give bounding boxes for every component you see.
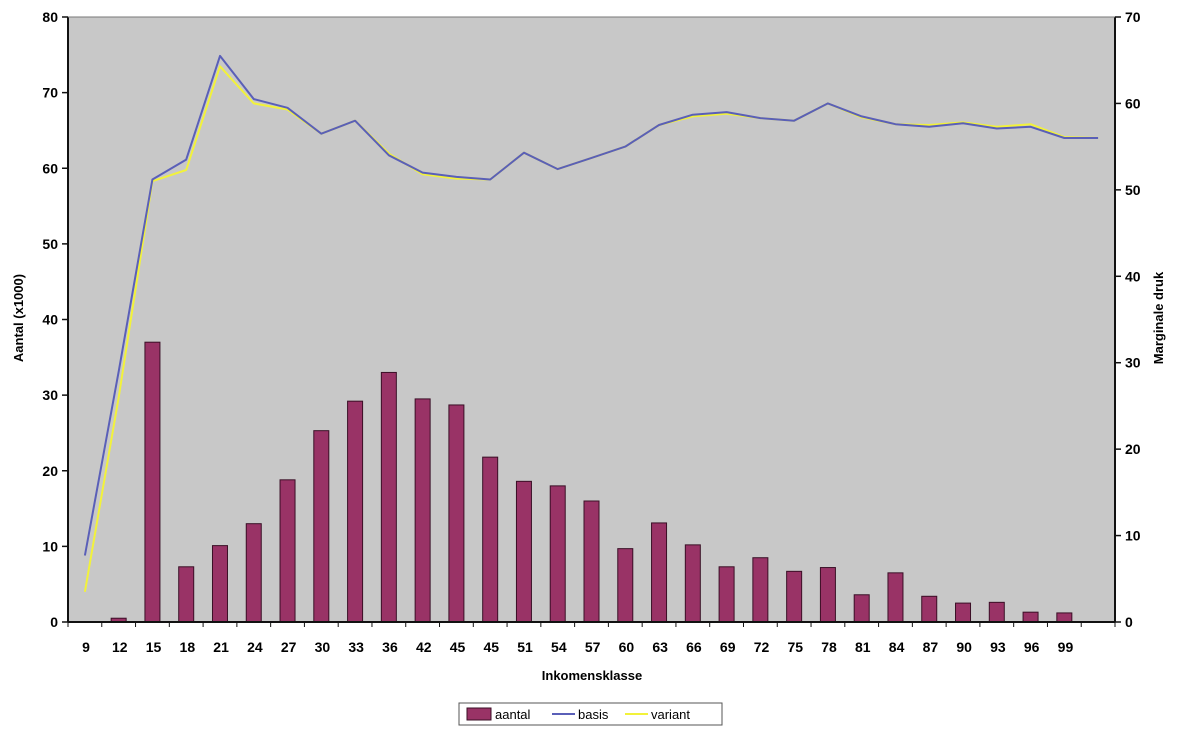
left-tick-label: 10 <box>42 538 58 554</box>
x-tick-label: 30 <box>315 639 331 655</box>
x-tick-label: 72 <box>754 639 770 655</box>
x-tick-label: 63 <box>652 639 668 655</box>
lines-layer <box>83 54 1099 592</box>
right-tick-label: 50 <box>1125 182 1141 198</box>
right-tick-label: 40 <box>1125 268 1141 284</box>
x-tick-label: 90 <box>956 639 972 655</box>
x-tick-label: 45 <box>450 639 466 655</box>
x-tick-label: 57 <box>585 639 601 655</box>
bar-aantal-36 <box>380 371 397 623</box>
bar-aantal-60 <box>651 522 668 623</box>
x-tick-label: 12 <box>112 639 128 655</box>
left-tick-label: 60 <box>42 160 58 176</box>
bar-aantal-66 <box>718 566 735 623</box>
x-tick-label: 15 <box>146 639 162 655</box>
legend-label-aantal: aantal <box>495 707 531 722</box>
bar-aantal-84 <box>921 595 938 623</box>
right-tick-label: 30 <box>1125 355 1141 371</box>
right-tick-label: 0 <box>1125 614 1133 630</box>
x-tick-label: 81 <box>855 639 871 655</box>
bar-aantal-72 <box>786 570 803 623</box>
right-tick-label: 10 <box>1125 528 1141 544</box>
x-tick-label: 45 <box>484 639 500 655</box>
bar-aantal-93 <box>1022 611 1039 623</box>
x-tick-label: 60 <box>619 639 635 655</box>
x-tick-label: 75 <box>787 639 803 655</box>
right-tick-label: 70 <box>1125 9 1141 25</box>
bar-aantal-30 <box>313 430 330 623</box>
x-tick-label: 33 <box>348 639 364 655</box>
x-tick-label: 99 <box>1058 639 1074 655</box>
x-tick-label: 21 <box>213 639 229 655</box>
left-tick-label: 20 <box>42 463 58 479</box>
left-axis-title: Aantal (x1000) <box>11 274 26 362</box>
bar-aantal-21 <box>211 545 228 623</box>
legend-label-basis: basis <box>578 707 609 722</box>
bars-layer <box>110 341 1073 623</box>
bar-aantal-81 <box>887 572 904 623</box>
bar-aantal-18 <box>178 566 195 623</box>
x-tick-label: 9 <box>82 639 90 655</box>
bar-aantal-51 <box>549 485 566 623</box>
series-line-basis <box>83 54 1099 556</box>
x-tick-label: 87 <box>923 639 939 655</box>
bar-aantal-69 <box>752 557 769 623</box>
bar-aantal-33 <box>347 400 364 623</box>
x-tick-label: 78 <box>821 639 837 655</box>
right-axis-title: Marginale druk <box>1151 271 1166 364</box>
x-tick-label: 96 <box>1024 639 1040 655</box>
bar-aantal-54 <box>583 500 600 623</box>
bar-aantal-27 <box>279 479 296 623</box>
left-tick-label: 0 <box>50 614 58 630</box>
left-tick-label: 80 <box>42 9 58 25</box>
bar-aantal-48 <box>515 480 532 623</box>
x-tick-label: 54 <box>551 639 567 655</box>
bar-aantal-57 <box>617 548 634 623</box>
bar-aantal-42 <box>448 404 465 623</box>
bar-aantal-24 <box>245 523 262 623</box>
ticks-layer: 0 10 20 30 40 50 60 70 80 0 10 20 30 40 50 60 70 9 12 15 18 2… <box>42 9 1140 655</box>
x-tick-label: 18 <box>180 639 196 655</box>
x-tick-label: 66 <box>686 639 702 655</box>
legend-swatch-aantal <box>466 707 492 721</box>
left-tick-label: 30 <box>42 387 58 403</box>
bar-aantal-78 <box>853 594 870 623</box>
axes-layer <box>67 16 1116 623</box>
x-tick-label: 36 <box>382 639 398 655</box>
left-tick-label: 70 <box>42 85 58 101</box>
legend-label-variant: variant <box>651 707 690 722</box>
x-tick-label: 27 <box>281 639 297 655</box>
bar-aantal-45 <box>482 456 499 623</box>
right-tick-label: 20 <box>1125 441 1141 457</box>
x-tick-label: 93 <box>990 639 1006 655</box>
x-axis-title: Inkomensklasse <box>542 668 642 683</box>
legend: aantal basis variant <box>458 702 723 726</box>
x-tick-label: 42 <box>416 639 432 655</box>
left-tick-label: 40 <box>42 312 58 328</box>
bar-aantal-87 <box>955 602 972 623</box>
left-tick-label: 50 <box>42 236 58 252</box>
bar-aantal-15 <box>144 341 161 623</box>
bar-aantal-75 <box>819 567 836 623</box>
x-tick-label: 51 <box>517 639 533 655</box>
bar-aantal-39 <box>414 398 431 623</box>
x-tick-label: 84 <box>889 639 905 655</box>
bar-aantal-90 <box>988 601 1005 623</box>
legend-box <box>458 702 723 726</box>
x-tick-label: 24 <box>247 639 263 655</box>
right-tick-label: 60 <box>1125 95 1141 111</box>
bar-aantal-63 <box>684 544 701 623</box>
bar-aantal-96 <box>1056 612 1073 623</box>
x-tick-label: 69 <box>720 639 736 655</box>
